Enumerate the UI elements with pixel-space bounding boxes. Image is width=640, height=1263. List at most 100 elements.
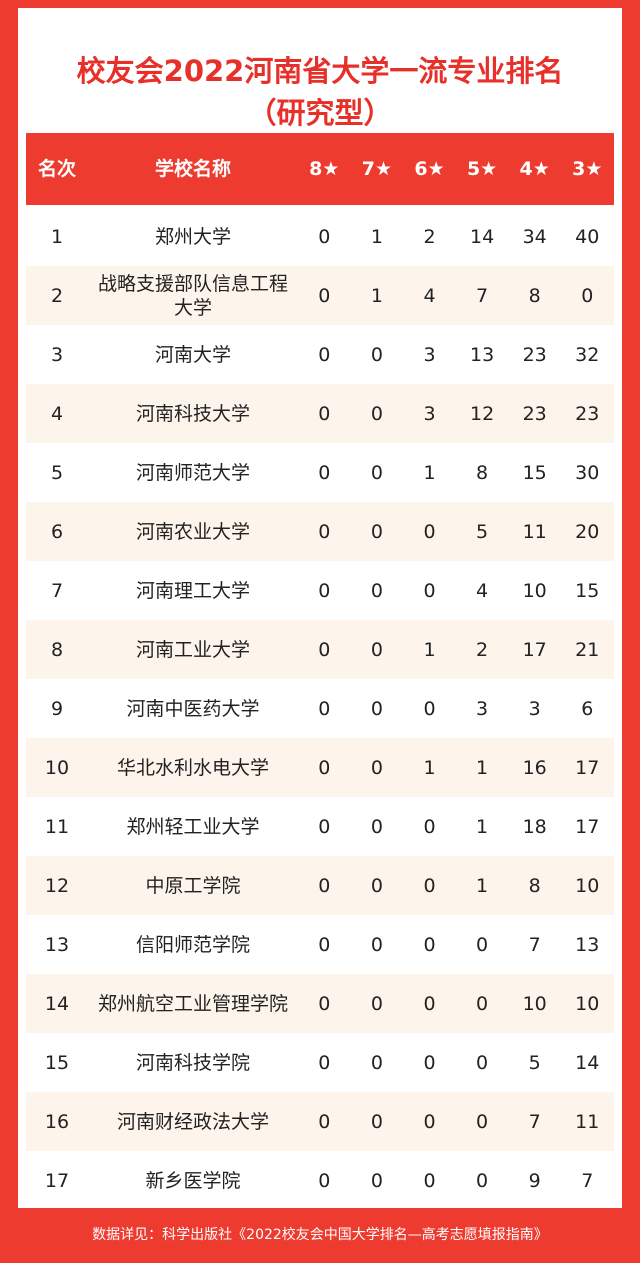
table-cell: 0 <box>318 815 331 838</box>
table-cell: 1 <box>370 284 383 307</box>
table-cell: 新乡医学院 <box>145 1169 241 1192</box>
table-cell: 0 <box>318 1169 331 1192</box>
table-cell: 0 <box>318 992 331 1015</box>
table-row: 7 河南理工大学 0 0 0 4 10 15 <box>26 561 614 620</box>
table-cell: 河南理工大学 <box>135 579 250 602</box>
table-cell: 5 <box>50 461 64 484</box>
table-cell: 郑州轻工业大学 <box>126 815 260 838</box>
table-cell: 0 <box>318 579 331 602</box>
table-cell: 12 <box>469 402 495 425</box>
table-cell: 0 <box>318 756 331 779</box>
table-cell: 17 <box>522 638 547 661</box>
table-cell: 34 <box>522 225 547 248</box>
table-cell: 5 <box>528 1051 541 1074</box>
table-cell: 0 <box>318 225 331 248</box>
table-cell: 14 <box>469 225 495 248</box>
table-row: 6 河南农业大学 0 0 0 5 11 20 <box>26 502 614 561</box>
table-cell: 7 <box>50 579 64 602</box>
table-cell: 郑州大学 <box>154 225 231 248</box>
table-cell: 3 <box>423 343 436 366</box>
table-cell: 13 <box>44 933 70 956</box>
table-cell: 4 <box>423 284 436 307</box>
table-row: 10 华北水利水电大学 0 0 1 1 16 17 <box>26 738 614 797</box>
table-cell: 10 <box>575 992 600 1015</box>
header-cell: 7★ <box>361 158 393 180</box>
table-cell: 0 <box>318 874 331 897</box>
table-cell: 郑州航空工业管理学院 <box>97 992 288 1015</box>
table-row: 13 信阳师范学院 0 0 0 0 7 13 <box>26 915 614 974</box>
table-cell: 0 <box>318 284 331 307</box>
table-cell: 中原工学院 <box>145 874 241 897</box>
table-cell: 4 <box>50 402 64 425</box>
table-cell: 17 <box>44 1169 70 1192</box>
table-cell: 河南财经政法大学 <box>116 1110 269 1133</box>
table-cell: 15 <box>44 1051 70 1074</box>
table-cell: 0 <box>318 933 331 956</box>
table-cell: 0 <box>423 933 436 956</box>
table-cell: 17 <box>575 815 600 838</box>
table-cell: 0 <box>370 1169 383 1192</box>
table-cell: 0 <box>476 992 489 1015</box>
header-cell: 学校名称 <box>154 158 231 180</box>
table-cell: 21 <box>575 638 600 661</box>
table-cell: 30 <box>575 461 600 484</box>
table-cell: 17 <box>575 756 600 779</box>
table-cell: 5 <box>476 520 489 543</box>
table-cell: 23 <box>575 402 600 425</box>
table-cell: 河南师范大学 <box>135 461 250 484</box>
footer-source: 数据详见：科学出版社《2022校友会中国大学排名—高考志愿填报指南》 <box>92 1227 548 1243</box>
table-cell: 华北水利水电大学 <box>116 756 269 779</box>
table-cell: 0 <box>423 1051 436 1074</box>
table-cell: 1 <box>423 638 436 661</box>
table-cell: 河南中医药大学 <box>126 697 260 720</box>
table-cell: 1 <box>423 461 436 484</box>
table-cell: 6 <box>50 520 64 543</box>
header-cell: 5★ <box>466 158 498 180</box>
table-cell: 15 <box>575 579 600 602</box>
table-cell: 0 <box>370 756 383 779</box>
header-cell: 4★ <box>519 158 550 180</box>
table-cell: 1 <box>476 756 489 779</box>
table-cell: 0 <box>318 520 331 543</box>
table-cell: 23 <box>522 343 547 366</box>
table-row: 11 郑州轻工业大学 0 0 0 1 18 17 <box>26 797 614 856</box>
table-cell: 4 <box>476 579 489 602</box>
table-cell: 0 <box>370 520 383 543</box>
table-cell: 0 <box>370 343 383 366</box>
table-cell: 8 <box>476 461 489 484</box>
table-cell: 11 <box>575 1110 600 1133</box>
title: 校友会2022河南省大学一流专业排名 <box>76 54 564 88</box>
table-row: 3 河南大学 0 0 3 13 23 32 <box>26 325 614 384</box>
table-row: 9 河南中医药大学 0 0 0 3 3 6 <box>26 679 614 738</box>
header-cell: 名次 <box>37 158 76 180</box>
table-row: 17 新乡医学院 0 0 0 0 9 7 <box>26 1151 614 1210</box>
table-cell: 河南科技大学 <box>135 402 250 425</box>
table-cell: 河南大学 <box>154 343 231 366</box>
table-cell: 13 <box>575 933 600 956</box>
table-cell: 0 <box>423 1169 436 1192</box>
table-cell: 0 <box>370 579 383 602</box>
table-cell: 3 <box>476 697 489 720</box>
table-cell: 0 <box>318 402 331 425</box>
table-cell: 10 <box>522 992 547 1015</box>
table-row: 8 河南工业大学 0 0 1 2 17 21 <box>26 620 614 679</box>
table-cell: 0 <box>476 933 489 956</box>
table-cell: 11 <box>522 520 547 543</box>
table-cell: 7 <box>528 1110 541 1133</box>
table-cell: 0 <box>370 992 383 1015</box>
table-cell: 0 <box>423 697 436 720</box>
header-row: 名次 学校名称 8★ 7★ 6★ 5★ 4★ 3★ <box>26 133 614 205</box>
header-cell: 6★ <box>414 158 445 180</box>
table-cell: 3 <box>50 343 64 366</box>
table-cell: 15 <box>522 461 547 484</box>
table-cell: 11 <box>44 815 70 838</box>
title: （研究型） <box>247 96 393 130</box>
header-cell: 8★ <box>309 158 340 180</box>
table-cell: 0 <box>476 1110 489 1133</box>
table-cell: 3 <box>423 402 436 425</box>
table-cell: 8 <box>528 284 541 307</box>
table-cell: 6 <box>581 697 594 720</box>
table-cell: 7 <box>528 933 541 956</box>
table-cell: 16 <box>44 1110 70 1133</box>
table-cell: 18 <box>522 815 547 838</box>
